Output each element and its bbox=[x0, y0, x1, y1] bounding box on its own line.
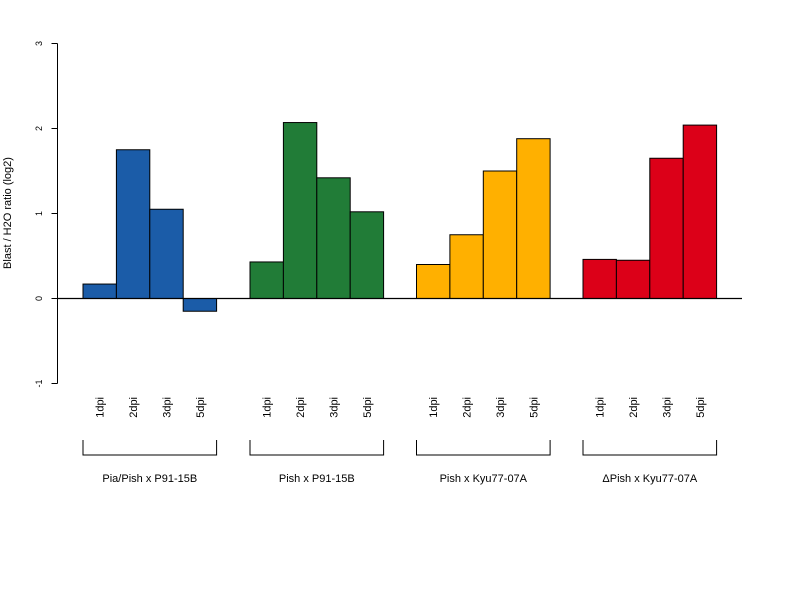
group-bracket bbox=[249, 440, 385, 456]
group-label: Pish x P91-15B bbox=[279, 473, 355, 485]
x-tick-label: 1dpi bbox=[595, 397, 607, 418]
bar bbox=[449, 234, 484, 299]
group-bracket bbox=[416, 440, 551, 456]
x-tick-label: 1dpi bbox=[262, 397, 274, 418]
bar bbox=[482, 170, 518, 299]
bar bbox=[649, 157, 684, 299]
bar bbox=[316, 177, 351, 299]
x-tick-label: 1dpi bbox=[95, 397, 107, 418]
x-tick-label: 3dpi bbox=[662, 397, 674, 418]
y-tick-label: 2 bbox=[34, 126, 44, 131]
x-tick-label: 5dpi bbox=[362, 397, 374, 418]
bar bbox=[516, 138, 551, 299]
group-bracket bbox=[582, 440, 718, 456]
x-tick-label: 2dpi bbox=[128, 397, 140, 418]
y-tick-label: -1 bbox=[34, 379, 44, 387]
bar bbox=[615, 259, 651, 299]
bar bbox=[249, 261, 284, 300]
group-label: ΔPish x Kyu77-07A bbox=[602, 473, 697, 485]
bar bbox=[582, 258, 617, 299]
y-tick-label: 3 bbox=[34, 41, 44, 46]
y-axis-label: Blast / H2O ratio (log2) bbox=[2, 157, 14, 269]
x-tick-label: 3dpi bbox=[162, 397, 174, 418]
bars bbox=[82, 122, 718, 312]
bar bbox=[182, 298, 218, 312]
group-label: Pish x Kyu77-07A bbox=[440, 473, 528, 485]
bar bbox=[82, 283, 117, 299]
group-label: Pia/Pish x P91-15B bbox=[102, 473, 197, 485]
bar bbox=[416, 264, 451, 299]
bar bbox=[349, 211, 385, 299]
bar bbox=[682, 124, 718, 299]
x-tick-label: 3dpi bbox=[329, 397, 341, 418]
x-tick-label: 2dpi bbox=[628, 397, 640, 418]
y-axis: -1 0 1 2 3 bbox=[34, 41, 58, 388]
x-tick-label: 3dpi bbox=[495, 397, 507, 418]
x-tick-label: 1dpi bbox=[428, 397, 440, 418]
x-tick-label: 5dpi bbox=[195, 397, 207, 418]
x-tick-label: 2dpi bbox=[295, 397, 307, 418]
y-tick-label: 0 bbox=[34, 296, 44, 301]
bar bbox=[115, 149, 151, 299]
x-tick-label: 5dpi bbox=[528, 397, 540, 418]
y-tick-label: 1 bbox=[34, 211, 44, 216]
x-tick-label: 2dpi bbox=[462, 397, 474, 418]
bar bbox=[282, 122, 318, 299]
bar bbox=[149, 208, 184, 299]
group-bracket bbox=[82, 440, 218, 456]
group-brackets: Pia/Pish x P91-15B Pish x P91-15B Pish x K… bbox=[82, 440, 718, 485]
x-tick-label: 5dpi bbox=[695, 397, 707, 418]
x-tick-labels: 1dpi 2dpi 3dpi 5dpi 1dpi 2dpi 3dpi 5dpi 1dpi 2dpi… bbox=[95, 397, 707, 418]
